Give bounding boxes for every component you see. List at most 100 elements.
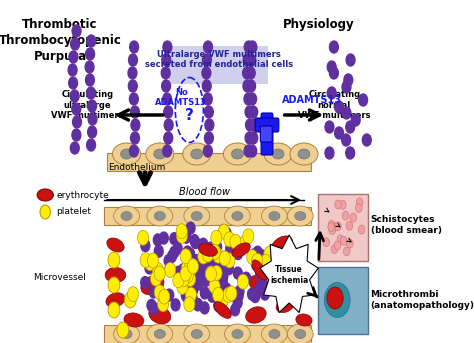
Ellipse shape — [105, 268, 126, 283]
Circle shape — [88, 113, 97, 125]
Circle shape — [218, 292, 228, 307]
Circle shape — [350, 213, 356, 222]
Circle shape — [335, 222, 341, 231]
Circle shape — [131, 119, 140, 131]
Circle shape — [165, 289, 173, 301]
Circle shape — [168, 250, 176, 262]
Circle shape — [248, 145, 256, 157]
Circle shape — [335, 101, 344, 113]
Circle shape — [246, 80, 255, 92]
Circle shape — [239, 241, 248, 253]
Circle shape — [180, 266, 191, 281]
Circle shape — [198, 249, 209, 264]
Circle shape — [214, 265, 223, 277]
Ellipse shape — [295, 330, 306, 339]
Circle shape — [328, 223, 335, 232]
Ellipse shape — [252, 260, 267, 280]
Circle shape — [334, 241, 341, 250]
Circle shape — [242, 272, 251, 284]
Circle shape — [249, 132, 258, 144]
Circle shape — [237, 274, 248, 289]
Circle shape — [194, 278, 203, 290]
Circle shape — [164, 132, 173, 144]
Circle shape — [234, 290, 243, 302]
Circle shape — [247, 54, 255, 66]
Circle shape — [254, 258, 263, 269]
Circle shape — [244, 145, 253, 157]
Ellipse shape — [154, 149, 166, 159]
Ellipse shape — [262, 324, 287, 343]
Circle shape — [163, 41, 172, 53]
Circle shape — [200, 302, 209, 314]
Circle shape — [193, 271, 201, 283]
Circle shape — [177, 279, 188, 294]
Circle shape — [204, 41, 212, 53]
Circle shape — [346, 54, 355, 66]
Circle shape — [244, 93, 253, 105]
Circle shape — [213, 287, 224, 302]
Circle shape — [205, 266, 217, 281]
Ellipse shape — [37, 189, 54, 201]
Circle shape — [213, 241, 221, 253]
Circle shape — [255, 281, 264, 293]
Circle shape — [195, 265, 204, 277]
Circle shape — [184, 271, 196, 286]
Circle shape — [358, 225, 365, 234]
Circle shape — [226, 286, 237, 301]
Circle shape — [189, 284, 198, 296]
Circle shape — [342, 81, 351, 93]
FancyBboxPatch shape — [260, 126, 272, 142]
Circle shape — [246, 67, 255, 79]
Circle shape — [87, 87, 95, 99]
Circle shape — [128, 287, 138, 301]
Circle shape — [213, 248, 224, 263]
Circle shape — [180, 249, 191, 264]
Circle shape — [152, 262, 164, 277]
Circle shape — [184, 297, 195, 312]
Ellipse shape — [283, 267, 303, 283]
Circle shape — [85, 61, 94, 73]
Ellipse shape — [121, 330, 132, 339]
Circle shape — [188, 259, 199, 274]
Circle shape — [219, 224, 229, 239]
Circle shape — [165, 263, 174, 275]
Circle shape — [155, 245, 163, 257]
Circle shape — [192, 263, 201, 275]
Circle shape — [182, 290, 191, 302]
Circle shape — [173, 273, 184, 288]
Text: Ultralarge VWF multimers
secreted from endothelial cells: Ultralarge VWF multimers secreted from e… — [145, 50, 293, 69]
Circle shape — [40, 205, 50, 219]
Ellipse shape — [287, 206, 313, 226]
Circle shape — [70, 142, 79, 154]
Circle shape — [154, 266, 165, 281]
Ellipse shape — [121, 212, 132, 221]
Circle shape — [171, 299, 180, 311]
Ellipse shape — [112, 143, 141, 165]
Circle shape — [249, 249, 258, 261]
Circle shape — [243, 229, 254, 244]
Circle shape — [193, 265, 202, 277]
Circle shape — [251, 291, 260, 303]
Circle shape — [140, 253, 151, 268]
Circle shape — [188, 261, 197, 273]
Circle shape — [342, 107, 351, 119]
Circle shape — [211, 230, 222, 245]
Circle shape — [243, 80, 252, 92]
Circle shape — [161, 67, 170, 79]
Circle shape — [205, 119, 214, 131]
Circle shape — [141, 240, 150, 252]
Circle shape — [147, 253, 158, 268]
Circle shape — [246, 250, 258, 265]
Circle shape — [224, 253, 235, 268]
Circle shape — [255, 268, 264, 280]
Circle shape — [163, 93, 172, 105]
Circle shape — [170, 233, 179, 245]
Text: No
ADAMTS13: No ADAMTS13 — [155, 88, 207, 107]
Ellipse shape — [107, 238, 124, 252]
Circle shape — [183, 291, 192, 303]
Ellipse shape — [141, 275, 164, 295]
Circle shape — [187, 281, 196, 293]
Circle shape — [182, 271, 191, 283]
Ellipse shape — [327, 287, 343, 309]
Circle shape — [177, 272, 185, 284]
